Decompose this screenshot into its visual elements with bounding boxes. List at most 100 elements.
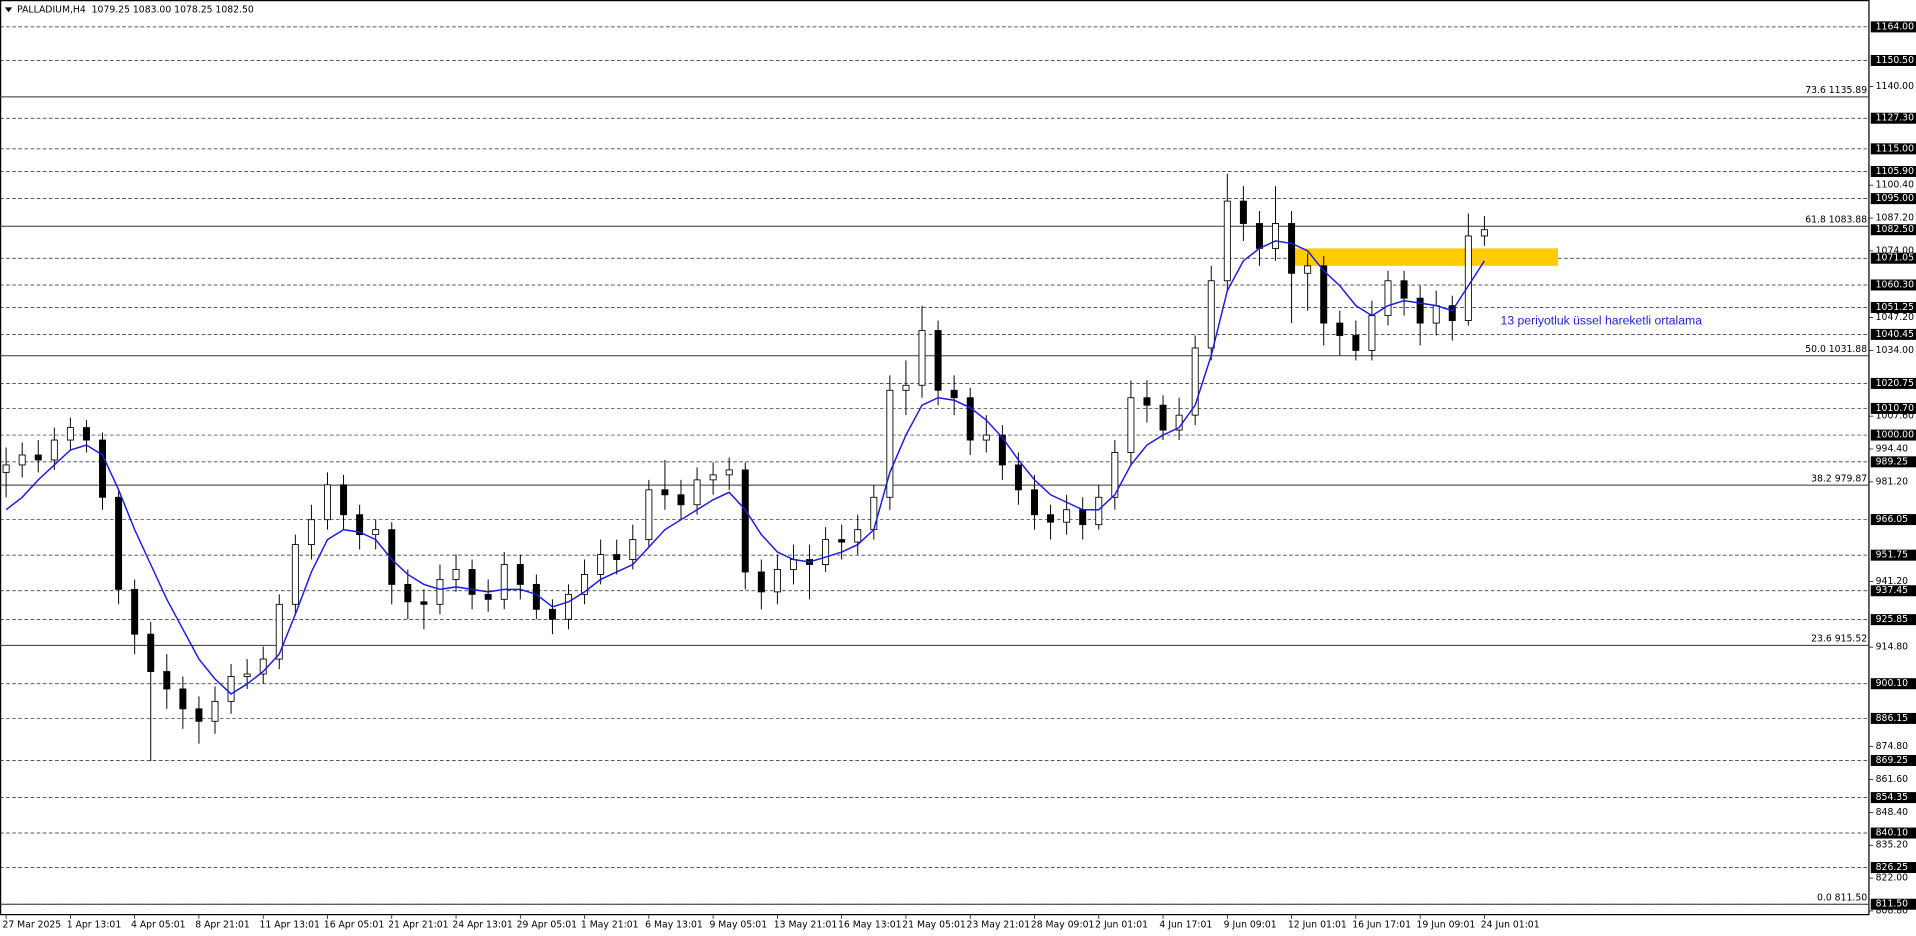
level-label: 989.25 <box>1876 456 1909 467</box>
x-tick-label: 21 May 05:01 <box>902 920 966 931</box>
y-tick-label: 1047.20 <box>1876 312 1914 323</box>
annotation: 13 periyotluk üssel hareketli ortalama <box>1501 314 1703 328</box>
candle-body <box>452 569 460 580</box>
level-label-bg <box>1870 377 1916 389</box>
candle-body <box>902 384 910 391</box>
level-label-bg <box>1870 827 1916 839</box>
candle-body <box>548 608 556 620</box>
level-label: 925.85 <box>1876 614 1909 625</box>
x-tick-label: 1 Apr 13:01 <box>67 920 122 931</box>
level-label: 951.75 <box>1876 550 1909 561</box>
candle-body <box>195 708 203 722</box>
candle-body <box>1239 200 1247 224</box>
x-tick-label: 4 Jun 17:01 <box>1159 920 1212 931</box>
candle-body <box>773 569 781 593</box>
candle-body <box>18 454 26 466</box>
level-label-bg <box>1870 302 1916 314</box>
fib-label: 38.2 979.87 <box>1811 474 1867 485</box>
x-tick-label: 27 Mar 2025 <box>2 920 61 931</box>
level-label: 1150.50 <box>1876 55 1914 66</box>
y-tick-label: 994.40 <box>1876 444 1909 455</box>
level-label-bg <box>1870 112 1916 124</box>
candle-body <box>275 603 283 660</box>
candle-body <box>1336 322 1344 336</box>
level-label-bg <box>1870 456 1916 468</box>
y-tick-label: 941.20 <box>1876 576 1909 587</box>
y-tick-label: 835.20 <box>1876 840 1909 851</box>
y-tick-label: 1074.00 <box>1876 245 1914 256</box>
candle-body <box>1191 347 1199 416</box>
candle-body <box>211 700 219 722</box>
level-label: 869.25 <box>1876 755 1909 766</box>
candle-body <box>1448 305 1456 322</box>
zone <box>1291 248 1558 266</box>
x-tick-label: 16 May 13:01 <box>838 920 902 931</box>
candle-body <box>147 633 155 672</box>
candle-body <box>1143 397 1151 406</box>
candle-body <box>259 658 267 675</box>
candle-body <box>1320 265 1328 324</box>
candle-body <box>597 554 605 575</box>
level-label-bg <box>1870 862 1916 874</box>
x-tick-label: 28 May 09:01 <box>1031 920 1095 931</box>
candle-body <box>1014 464 1022 491</box>
candle-body <box>998 434 1006 466</box>
candle-body <box>1079 509 1087 526</box>
x-tick-label: 8 Apr 21:01 <box>195 920 250 931</box>
candle-body <box>436 578 444 605</box>
candle-body <box>757 571 765 593</box>
level-label: 826.25 <box>1876 862 1909 873</box>
level-label: 886.15 <box>1876 713 1909 724</box>
candle-body <box>725 469 733 476</box>
level-label-bg <box>1870 252 1916 264</box>
candle-body <box>388 529 396 585</box>
x-tick-label: 1 May 21:01 <box>581 920 639 931</box>
y-tick-label: 874.80 <box>1876 741 1909 752</box>
candle-body <box>838 539 846 543</box>
level-label-bg <box>1870 514 1916 526</box>
level-label: 1060.30 <box>1876 279 1914 290</box>
candle-body <box>179 688 187 710</box>
level-label: 1000.00 <box>1876 430 1914 441</box>
bid-label: 1082.50 <box>1876 224 1914 235</box>
x-tick-label: 9 May 05:01 <box>709 920 767 931</box>
level-label-bg <box>1870 898 1916 910</box>
level-label: 854.35 <box>1876 792 1909 803</box>
level-label-bg <box>1870 279 1916 291</box>
candle-body <box>677 494 685 506</box>
x-tick-label: 2 Jun 01:01 <box>1095 920 1148 931</box>
candle-body <box>340 484 348 516</box>
y-tick-label: 1034.00 <box>1876 345 1914 356</box>
x-tick-label: 11 Apr 13:01 <box>260 920 321 931</box>
level-label: 840.10 <box>1876 828 1909 839</box>
x-tick-label: 19 Jun 09:01 <box>1416 920 1475 931</box>
menu-icon[interactable] <box>4 7 13 13</box>
y-tick-label: 914.80 <box>1876 642 1909 653</box>
candle-body <box>1288 223 1296 274</box>
fib-label: 50.0 1031.88 <box>1805 344 1867 355</box>
candle-body <box>1159 404 1167 431</box>
level-label-bg <box>1870 402 1916 414</box>
candle-body <box>966 397 974 441</box>
candle-body <box>227 676 235 702</box>
candle-body <box>1111 452 1119 498</box>
candle-body <box>516 564 524 585</box>
level-label-bg <box>1870 165 1916 177</box>
candle-body <box>484 593 492 600</box>
candle-body <box>2 464 10 473</box>
level-label-bg <box>1870 585 1916 597</box>
level-label-bg <box>1870 193 1916 205</box>
y-tick-label: 981.20 <box>1876 476 1909 487</box>
y-tick-label: 1087.20 <box>1876 213 1914 224</box>
candle-body <box>34 454 42 461</box>
level-label-bg <box>1870 54 1916 66</box>
level-label: 1010.70 <box>1876 403 1914 414</box>
candle-body <box>565 593 572 620</box>
level-label-bg <box>1870 429 1916 441</box>
candle-body <box>982 434 990 441</box>
candle-body <box>1416 297 1424 324</box>
bid-label-bg <box>1870 224 1916 236</box>
candle-body <box>291 544 299 605</box>
level-label: 966.05 <box>1876 514 1909 525</box>
candle-body <box>1304 265 1312 274</box>
